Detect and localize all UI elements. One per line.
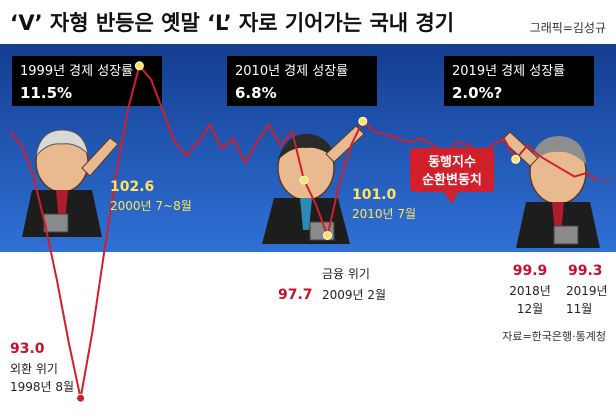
growth-box-value: 2.0%? — [452, 84, 502, 102]
annotation-line1: 2018년 — [509, 284, 551, 298]
caricature-hair — [35, 129, 89, 158]
growth-box-background — [227, 56, 377, 106]
growth-box-value: 11.5% — [20, 84, 72, 102]
annotation-value: 99.3 — [568, 263, 603, 279]
annotated-point-marker — [134, 61, 144, 71]
annotation-2019: 99.3 2019년 11월 — [566, 263, 608, 316]
legend-callout: 동행지수 순환변동치 — [410, 148, 494, 204]
annotation-value: 99.9 — [513, 263, 548, 279]
annotated-point-marker — [76, 393, 86, 403]
caricature-hair — [530, 136, 586, 166]
annotation-line2: 11월 — [566, 302, 592, 316]
annotation-value: 97.7 — [278, 287, 313, 303]
caricature-2019-illustration — [501, 131, 600, 248]
annotated-point-marker — [323, 231, 332, 240]
caricature-hair — [278, 133, 334, 160]
caricature-hand — [81, 137, 119, 177]
caricature-tie — [300, 198, 312, 230]
source-note: 자료=한국은행·통계청 — [502, 330, 606, 343]
annotation-value: 93.0 — [10, 341, 45, 357]
caricature-1998-illustration — [22, 129, 119, 237]
legend-label-line2: 순환변동치 — [422, 172, 482, 188]
annotation-2009: 금융 위기 97.7 2009년 2월 — [278, 267, 386, 303]
caricature-briefcase — [553, 225, 579, 245]
annotation-line1: 2019년 — [566, 284, 608, 298]
annotation-line1: 외환 위기 — [10, 362, 58, 376]
graphic-credit: 그래픽=김성규 — [530, 21, 606, 35]
annotated-point-marker — [358, 116, 368, 126]
annotated-point-marker — [511, 154, 521, 164]
growth-box-background — [444, 56, 594, 106]
annotation-line2: 12월 — [517, 302, 543, 316]
growth-box-value: 6.8% — [235, 84, 277, 102]
legend-box — [410, 148, 494, 192]
annotation-2000: 102.6 2000년 7~8월 — [110, 179, 192, 213]
annotation-line1: 2010년 7월 — [352, 207, 416, 221]
growth-box-2019: 2019년 경제 성장률 2.0%? — [444, 56, 594, 106]
growth-box-label: 2019년 경제 성장률 — [452, 64, 565, 79]
growth-box-2010: 2010년 경제 성장률 6.8% — [227, 56, 377, 106]
legend-label-line1: 동행지수 — [428, 154, 476, 170]
annotation-line1: 2000년 7~8월 — [110, 199, 192, 213]
annotation-1998: 93.0 외환 위기 1998년 8월 — [10, 341, 74, 394]
annotation-value: 102.6 — [110, 179, 154, 195]
growth-box-label: 2010년 경제 성장률 — [235, 64, 348, 79]
annotation-2018: 99.9 2018년 12월 — [509, 263, 551, 316]
annotation-2010: 101.0 2010년 7월 — [352, 187, 416, 221]
legend-pointer — [444, 192, 458, 204]
annotated-markers — [76, 61, 521, 403]
annotation-line2: 2009년 2월 — [322, 288, 386, 302]
caricature-hand — [325, 125, 365, 163]
annotation-value: 101.0 — [352, 187, 397, 203]
caricature-briefcase — [43, 213, 69, 233]
annotated-point-marker — [299, 175, 309, 185]
growth-box-label: 1999년 경제 성장률 — [20, 64, 133, 79]
annotation-line1: 금융 위기 — [322, 267, 370, 281]
chart-title: ‘V’ 자형 반등은 옛말 ‘L’ 자로 기어가는 국내 경기 — [10, 11, 454, 35]
header-background — [0, 0, 616, 44]
annotation-line2: 1998년 8월 — [10, 380, 74, 394]
growth-box-1999: 1999년 경제 성장률 11.5% — [12, 56, 162, 106]
